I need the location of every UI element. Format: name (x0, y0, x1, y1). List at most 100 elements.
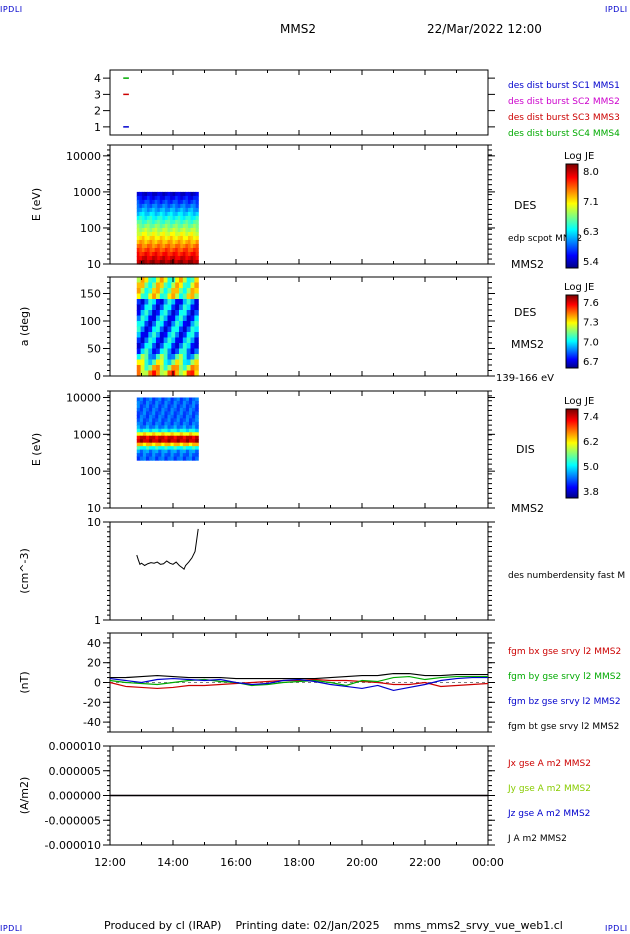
des-pitch-cell (148, 315, 153, 322)
dis-energy-colorbar-band (566, 413, 578, 415)
dis-energy-cell (185, 446, 190, 451)
des-energy-colorbar-band (566, 258, 578, 260)
dis-energy-cell (182, 449, 187, 454)
des-energy-cell (152, 235, 156, 241)
des-pitch-cell (148, 343, 153, 350)
des-energy-cell (193, 235, 197, 241)
des-pitch-cell (186, 354, 192, 361)
dis-energy-cell (164, 456, 169, 461)
dis-energy-colorbar-band (566, 432, 578, 434)
des-energy-cell (154, 207, 158, 213)
des-energy-cell (159, 247, 163, 253)
dis-energy-cell (192, 425, 196, 430)
des-energy-cell (164, 239, 169, 245)
des-pitch-cell (155, 288, 161, 295)
des-energy-cell (172, 207, 176, 213)
des-energy-colorbar-band (566, 170, 578, 172)
des-pitch-cell (159, 277, 165, 284)
bfield-legend-entry: fgm bz gse srvy l2 MMS2 (508, 697, 621, 707)
dis-energy-cell (192, 414, 196, 419)
dis-energy-cell (170, 449, 175, 454)
dis-energy-colorbar-tick: 5.0 (583, 462, 599, 473)
dis-energy-cell (139, 400, 144, 406)
des-energy-colorbar-band (566, 259, 578, 261)
dis-energy-cell (188, 421, 193, 426)
des-pitch-colorbar-band (566, 322, 578, 324)
des-energy-cell (147, 195, 151, 201)
des-energy-cell (177, 203, 181, 209)
des-pitch-colorbar-band (566, 296, 578, 298)
des-energy-cell (152, 215, 156, 221)
des-energy-colorbar-band (566, 164, 578, 166)
des-pitch-cell (136, 326, 142, 333)
des-energy-cell (182, 231, 187, 237)
des-energy-cell (149, 191, 153, 197)
des-energy-cell (193, 239, 197, 245)
des-energy-cell (177, 215, 181, 221)
des-energy-cell (144, 251, 148, 257)
dis-energy-cell (192, 435, 196, 440)
dis-energy-cell (188, 439, 193, 444)
dis-energy-cell (158, 400, 162, 406)
dis-energy-cell (136, 397, 141, 402)
des-pitch-colorbar-band (566, 344, 578, 346)
des-energy-cell (147, 243, 151, 249)
des-energy-cell (167, 203, 171, 209)
des-pitch-cell (152, 299, 157, 306)
des-energy-cell (177, 235, 181, 241)
des-energy-cell (139, 243, 143, 249)
des-pitch-cell (144, 354, 149, 361)
des-pitch-colorbar-band (566, 336, 578, 338)
dis-energy-colorbar-band (566, 454, 578, 456)
dis-energy-cell (176, 439, 181, 444)
des-energy-cell (136, 239, 140, 245)
des-energy-cell (187, 231, 192, 237)
des-energy-cell (175, 251, 179, 257)
des-pitch-colorbar-band (566, 329, 578, 331)
des-pitch-cell (179, 321, 184, 328)
des-energy-cell (141, 207, 146, 213)
des-pitch-colorbar-band (566, 340, 578, 342)
des-pitch-cell (194, 310, 199, 317)
dis-energy-cell (192, 456, 196, 461)
des-energy-cell (149, 255, 153, 261)
dis-energy-cell (182, 400, 187, 406)
des-energy-cell (180, 251, 184, 257)
des-energy-cell (195, 235, 199, 241)
des-energy-cell (185, 239, 189, 245)
des-pitch-colorbar-band (566, 363, 578, 365)
des-energy-cell (149, 195, 153, 201)
des-pitch-colorbar-band (566, 366, 578, 368)
des-energy-cell (164, 195, 169, 201)
des-energy-cell (172, 235, 176, 241)
des-energy-cell (136, 191, 140, 197)
des-pitch-cell (171, 359, 176, 366)
dis-energy-cell (167, 411, 172, 416)
dis-energy-cell (176, 446, 181, 451)
dis-energy-cell (164, 432, 169, 437)
dis-energy-colorbar-band (566, 484, 578, 486)
des-energy-colorbar-band (566, 197, 578, 199)
des-energy-cell (139, 223, 143, 229)
des-energy-colorbar-band (566, 216, 578, 218)
des-energy-cell (167, 239, 171, 245)
des-pitch-colorbar-band (566, 312, 578, 314)
dis-energy-colorbar-band (566, 451, 578, 453)
dis-energy-cell (188, 407, 193, 412)
dis-energy-cell (145, 449, 150, 454)
dis-energy-cell (167, 446, 172, 451)
des-energy-cell (167, 215, 171, 221)
des-pitch-cell (171, 348, 176, 355)
des-energy-cell (144, 247, 148, 253)
des-pitch-cell (136, 337, 142, 344)
des-energy-cell (182, 239, 187, 245)
des-pitch-colorbar-band (566, 320, 578, 322)
des-pitch-cell (179, 337, 184, 344)
dis-energy-cell (152, 435, 156, 440)
des-energy-cell (195, 247, 199, 253)
dis-energy-cell (145, 418, 150, 423)
des-energy-cell (175, 239, 179, 245)
dis-energy-cell (192, 400, 196, 406)
des-energy-cell (157, 223, 161, 229)
des-pitch-cell (155, 326, 161, 333)
